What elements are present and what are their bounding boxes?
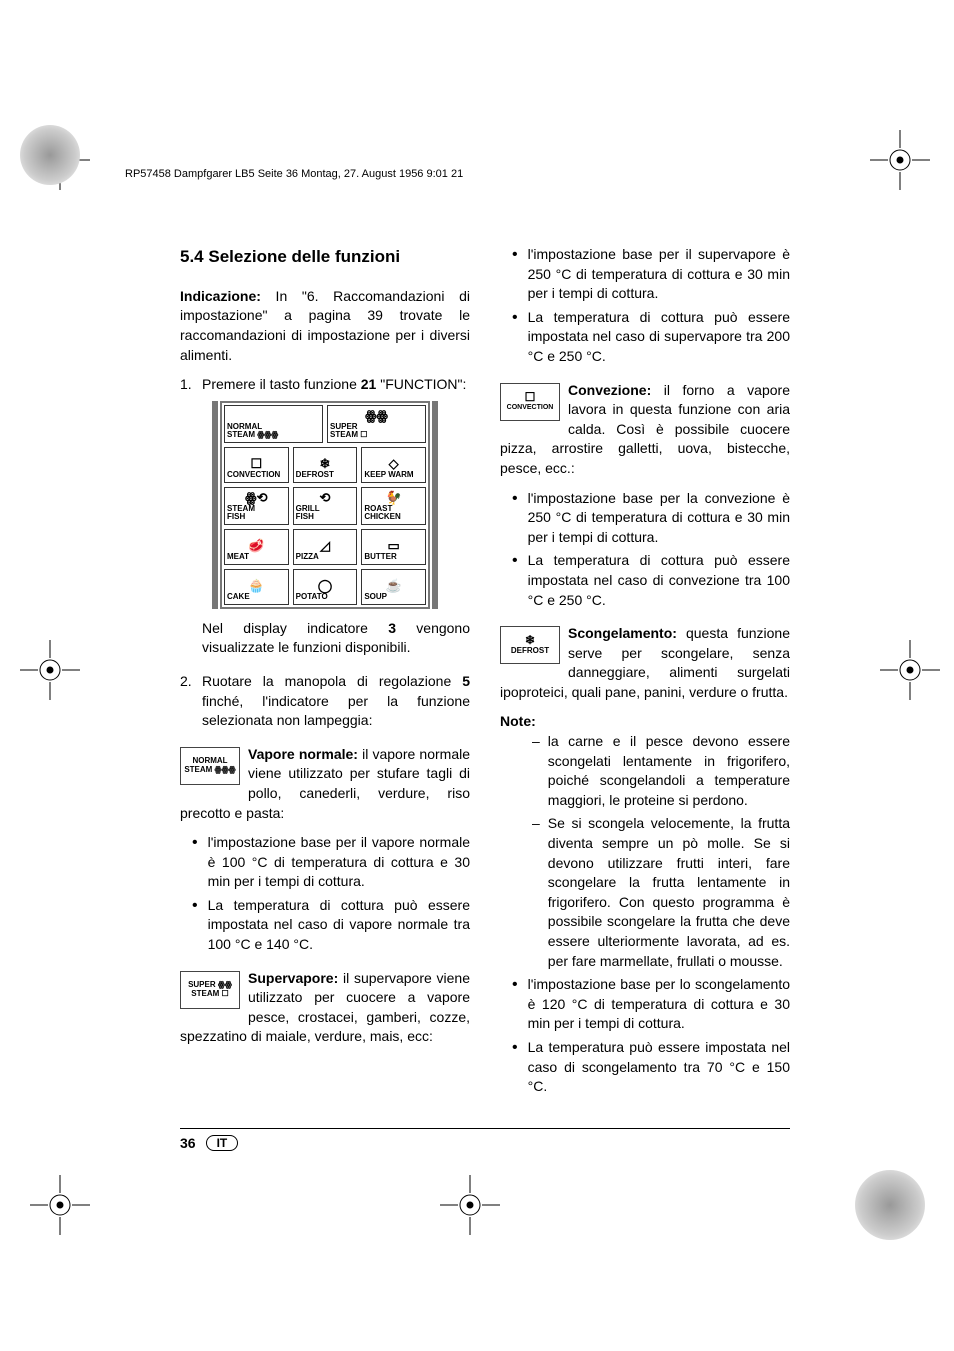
defrost-icon: ❄DEFROST <box>500 626 560 664</box>
convection-block: ☐CONVECTION Convezione: il forno a vapor… <box>500 381 790 479</box>
function-cell: ꙮ⟲STEAM FISH <box>224 487 289 525</box>
defrost-bullets: l'impostazione base per lo scongelamento… <box>500 975 790 1097</box>
function-cell: ☐CONVECTION <box>224 447 289 483</box>
section-title: 5.4 Selezione delle funzioni <box>180 245 470 269</box>
header-file-info: RP57458 Dampfgarer LB5 Seite 36 Montag, … <box>125 168 463 180</box>
step-1: 1. Premere il tasto funzione 21 "FUNCTIO… <box>180 375 470 395</box>
function-cell: ◇KEEP WARM <box>361 447 426 483</box>
step-2: 2. Ruotare la manopola di regolazione 5 … <box>180 672 470 731</box>
function-cell: 🧁CAKE <box>224 569 289 605</box>
function-grid-display: NORMAL STEAM ꙮꙮꙮꙮꙮSUPER STEAM ☐ ☐CONVECTI… <box>220 401 430 609</box>
function-cell: ◿PIZZA <box>293 529 358 565</box>
language-badge: IT <box>206 1135 239 1151</box>
crop-mark-icon <box>20 640 80 700</box>
function-cell: ꙮꙮSUPER STEAM ☐ <box>327 405 426 443</box>
function-cell: 🐓ROAST CHICKEN <box>361 487 426 525</box>
function-cell: ⟲GRILL FISH <box>293 487 358 525</box>
function-cell: 🥩MEAT <box>224 529 289 565</box>
super-steam-block: SUPER ꙮꙮ STEAM ☐ Supervapore: il superva… <box>180 969 470 1047</box>
defrost-block: ❄DEFROST Scongelamento: questa funzione … <box>500 624 790 702</box>
left-column: 5.4 Selezione delle funzioni Indicazione… <box>180 245 470 1107</box>
function-cell: ❄DEFROST <box>293 447 358 483</box>
shaded-circle-icon <box>20 125 80 185</box>
page-footer: 36 IT <box>180 1128 790 1151</box>
normal-steam-bullets: l'impostazione base per il vapore normal… <box>180 833 470 955</box>
note-dashes: la carne e il pesce devono essere sconge… <box>532 732 790 971</box>
super-steam-icon: SUPER ꙮꙮ STEAM ☐ <box>180 971 240 1009</box>
right-column: l'impostazione base per il supervapore è… <box>500 245 790 1107</box>
crop-mark-icon <box>30 1175 90 1235</box>
function-cell: ▭BUTTER <box>361 529 426 565</box>
crop-mark-icon <box>870 130 930 190</box>
grid-caption: Nel display indicatore 3 vengono visuali… <box>202 619 470 658</box>
convection-icon: ☐CONVECTION <box>500 383 560 421</box>
function-cell: NORMAL STEAM ꙮꙮꙮ <box>224 405 323 443</box>
note-label: Note: <box>500 712 790 732</box>
crop-mark-icon <box>880 640 940 700</box>
function-cell: ◯POTATO <box>293 569 358 605</box>
convection-bullets: l'impostazione base per la convezione è … <box>500 489 790 611</box>
super-steam-bullets: l'impostazione base per il supervapore è… <box>500 245 790 367</box>
function-cell: ☕SOUP <box>361 569 426 605</box>
page-number: 36 <box>180 1135 196 1151</box>
indication-para: Indicazione: In "6. Raccomandazioni di i… <box>180 287 470 365</box>
normal-steam-icon: NORMAL STEAM ꙮꙮꙮ <box>180 747 240 785</box>
crop-mark-icon <box>440 1175 500 1235</box>
page-content: 5.4 Selezione delle funzioni Indicazione… <box>180 245 790 1107</box>
normal-steam-block: NORMAL STEAM ꙮꙮꙮ Vapore normale: il vapo… <box>180 745 470 823</box>
shaded-circle-icon <box>855 1170 925 1240</box>
